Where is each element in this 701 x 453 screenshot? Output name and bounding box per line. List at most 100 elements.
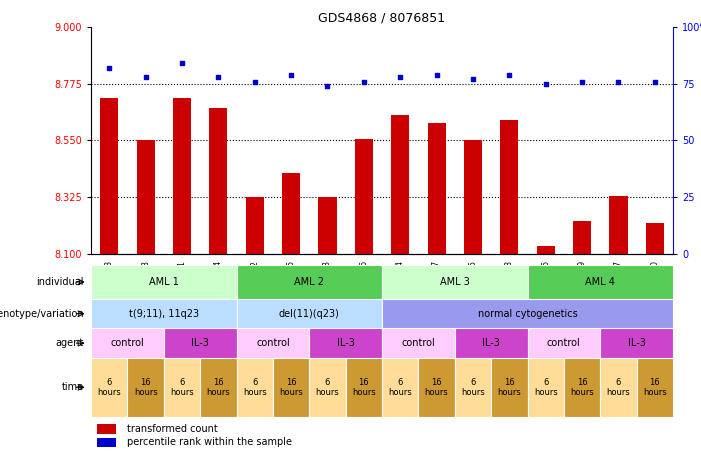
Text: 16
hours: 16 hours (207, 378, 231, 397)
Point (140, 73, 151, 81)
Text: control: control (402, 338, 435, 348)
Point (249, 78, 260, 85)
Point (395, 73, 406, 81)
Text: del(11)(q23): del(11)(q23) (279, 308, 340, 319)
Text: AML 1: AML 1 (149, 277, 179, 287)
Text: control: control (547, 338, 580, 348)
Text: AML 3: AML 3 (440, 277, 470, 287)
Bar (527, 328, 600, 358)
Bar (391, 115, 409, 254)
Text: 6
hours: 6 hours (243, 378, 266, 397)
Bar (282, 173, 300, 254)
Bar (382, 299, 673, 328)
Bar (200, 358, 236, 417)
Text: 16
hours: 16 hours (134, 378, 158, 397)
Bar (527, 265, 673, 299)
Bar (600, 358, 637, 417)
Point (649, 78, 660, 85)
Text: 6
hours: 6 hours (170, 378, 194, 397)
Text: 6
hours: 6 hours (606, 378, 630, 397)
Text: agent: agent (56, 338, 84, 348)
Bar (173, 98, 191, 254)
Text: control: control (111, 338, 144, 348)
Bar (600, 328, 673, 358)
Bar (637, 358, 673, 417)
Text: IL-3: IL-3 (482, 338, 500, 348)
Bar (382, 358, 418, 417)
Bar (646, 223, 664, 254)
Bar (91, 265, 236, 299)
Bar (100, 98, 118, 254)
Text: genotype/variation: genotype/variation (0, 308, 84, 319)
Text: 6
hours: 6 hours (388, 378, 412, 397)
Text: control: control (256, 338, 290, 348)
Text: 6
hours: 6 hours (461, 378, 485, 397)
Bar (418, 358, 455, 417)
Text: 6
hours: 6 hours (315, 378, 339, 397)
Bar (245, 197, 264, 254)
Bar (536, 246, 554, 254)
Point (468, 76, 479, 83)
Bar (91, 358, 128, 417)
Text: 16
hours: 16 hours (570, 378, 594, 397)
Text: IL-3: IL-3 (627, 338, 646, 348)
Text: 16
hours: 16 hours (643, 378, 667, 397)
Point (104, 64, 115, 72)
Bar (97, 424, 116, 434)
Text: normal cytogenetics: normal cytogenetics (477, 308, 578, 319)
Text: 16
hours: 16 hours (279, 378, 303, 397)
Text: 16
hours: 16 hours (498, 378, 522, 397)
Text: transformed count: transformed count (127, 424, 218, 434)
Text: percentile rank within the sample: percentile rank within the sample (127, 438, 292, 448)
Bar (609, 196, 627, 254)
Text: 6
hours: 6 hours (533, 378, 557, 397)
Bar (573, 221, 591, 254)
Point (285, 71, 297, 78)
Text: 6
hours: 6 hours (97, 378, 121, 397)
Title: GDS4868 / 8076851: GDS4868 / 8076851 (318, 12, 446, 24)
Bar (455, 358, 491, 417)
Point (177, 60, 188, 67)
Text: t(9;11), 11q23: t(9;11), 11q23 (129, 308, 199, 319)
Bar (355, 139, 373, 254)
Point (213, 73, 224, 81)
Point (613, 78, 624, 85)
Bar (527, 358, 564, 417)
Bar (501, 120, 519, 254)
Point (431, 71, 442, 78)
Bar (491, 358, 527, 417)
Text: individual: individual (36, 277, 84, 287)
Point (322, 82, 333, 90)
Bar (236, 299, 382, 328)
Point (576, 78, 587, 85)
Bar (97, 438, 116, 447)
Bar (318, 197, 336, 254)
Bar (273, 358, 309, 417)
Bar (346, 358, 382, 417)
Bar (428, 123, 446, 254)
Text: AML 2: AML 2 (294, 277, 325, 287)
Bar (236, 265, 382, 299)
Point (504, 71, 515, 78)
Bar (564, 358, 600, 417)
Bar (382, 328, 455, 358)
Bar (309, 328, 382, 358)
Bar (91, 299, 236, 328)
Text: IL-3: IL-3 (191, 338, 209, 348)
Bar (137, 140, 155, 254)
Text: 16
hours: 16 hours (425, 378, 449, 397)
Bar (455, 328, 527, 358)
Text: time: time (62, 382, 84, 392)
Text: IL-3: IL-3 (336, 338, 355, 348)
Bar (91, 328, 164, 358)
Bar (236, 358, 273, 417)
Bar (309, 358, 346, 417)
Bar (164, 328, 236, 358)
Text: AML 4: AML 4 (585, 277, 615, 287)
Bar (210, 108, 228, 254)
Text: 16
hours: 16 hours (352, 378, 376, 397)
Bar (382, 265, 527, 299)
Bar (464, 140, 482, 254)
Bar (128, 358, 164, 417)
Bar (164, 358, 200, 417)
